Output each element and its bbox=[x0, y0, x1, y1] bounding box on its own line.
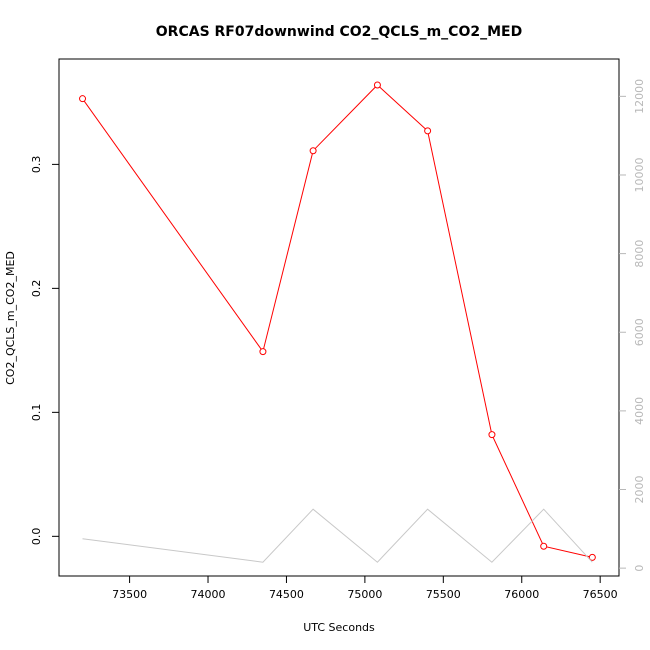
y-tick-label: 0.0 bbox=[30, 528, 43, 546]
y2-tick-label: 12000 bbox=[633, 79, 646, 114]
y2-tick-label: 10000 bbox=[633, 157, 646, 192]
plot-frame bbox=[58, 58, 620, 577]
x-tick-label: 74500 bbox=[269, 588, 304, 601]
co2-data-point bbox=[588, 553, 596, 561]
x-axis: 73500 74000 74500 75000 75500 76000 76500 bbox=[112, 576, 618, 601]
co2-data-point bbox=[309, 147, 317, 155]
x-tick-label: 73500 bbox=[112, 588, 147, 601]
co2-data-point bbox=[488, 431, 496, 439]
y2-tick-label: 0 bbox=[633, 565, 646, 572]
x-tick-label: 75000 bbox=[347, 588, 382, 601]
co2-data-point bbox=[424, 127, 432, 135]
chart-title: ORCAS RF07downwind CO2_QCLS_m_CO2_MED bbox=[156, 24, 522, 40]
right-axis-series-line bbox=[82, 508, 593, 563]
y-axis-label: CO2_QCLS_m_CO2_MED bbox=[4, 251, 17, 385]
co2-series-line bbox=[82, 84, 593, 558]
x-axis-label: UTC Seconds bbox=[303, 621, 375, 634]
y2-tick-label: 6000 bbox=[633, 318, 646, 346]
x-tick-label: 75500 bbox=[426, 588, 461, 601]
y-tick-label: 0.1 bbox=[30, 404, 43, 422]
y-tick-label: 0.2 bbox=[30, 280, 43, 298]
series-layer bbox=[79, 81, 596, 563]
y-axis-left: 0.0 0.1 0.2 0.3 bbox=[30, 156, 59, 545]
y2-tick-label: 4000 bbox=[633, 397, 646, 425]
x-tick-label: 74000 bbox=[191, 588, 226, 601]
y-tick-label: 0.3 bbox=[30, 156, 43, 174]
x-tick-label: 76500 bbox=[583, 588, 618, 601]
y2-tick-label: 2000 bbox=[633, 476, 646, 504]
y2-tick-label: 8000 bbox=[633, 240, 646, 268]
co2-data-point bbox=[373, 81, 381, 89]
co2-data-point bbox=[540, 542, 548, 550]
co2-data-point bbox=[79, 95, 87, 103]
y-axis-right: 0 2000 4000 6000 8000 10000 12000 bbox=[619, 79, 646, 572]
x-tick-label: 76000 bbox=[504, 588, 539, 601]
co2-data-point bbox=[259, 348, 267, 356]
